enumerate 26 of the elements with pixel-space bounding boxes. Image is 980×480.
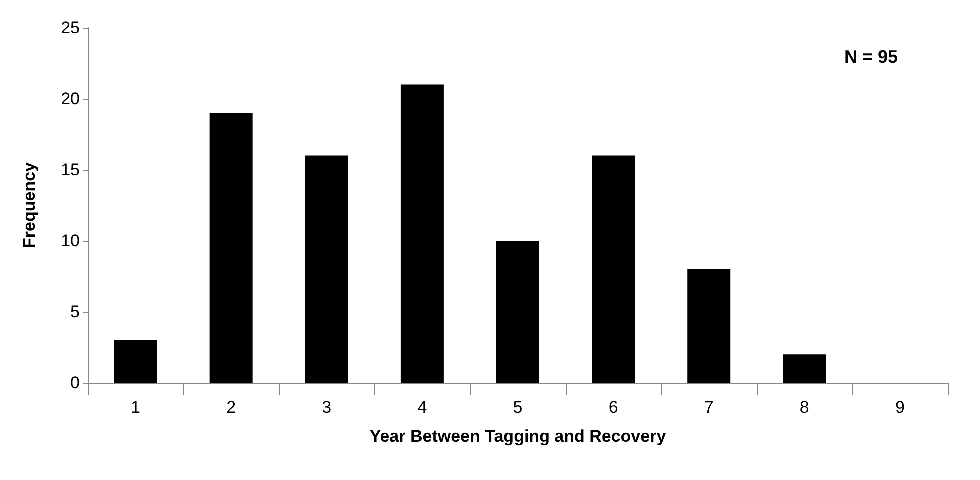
x-tick-label: 8 (800, 398, 810, 417)
bar (592, 156, 636, 383)
x-tick-label: 3 (322, 398, 332, 417)
x-tick-label: 7 (704, 398, 714, 417)
bar (783, 354, 826, 383)
x-tick-label: 9 (895, 398, 905, 417)
y-tick-label: 20 (61, 90, 80, 108)
y-tick-label: 5 (70, 302, 80, 322)
x-axis-title: Year Between Tagging and Recovery (370, 427, 667, 446)
bar (400, 84, 444, 383)
y-tick-label: 25 (61, 18, 80, 38)
x-tick-label: 6 (608, 398, 618, 417)
annotation: N = 95 (844, 47, 898, 67)
x-tick-label: 2 (226, 398, 236, 417)
y-tick-label: 10 (61, 232, 80, 250)
bar (496, 241, 540, 383)
bar (210, 113, 253, 383)
x-tick-label: 5 (513, 398, 523, 417)
bar (688, 269, 731, 383)
y-tick-label: 0 (70, 374, 80, 392)
bar (114, 340, 158, 383)
x-tick-label: 4 (418, 398, 428, 417)
y-tick-label: 15 (61, 160, 80, 180)
bar (305, 156, 348, 383)
y-axis-title: Frequency (20, 162, 39, 248)
x-tick-label: 1 (131, 398, 141, 417)
